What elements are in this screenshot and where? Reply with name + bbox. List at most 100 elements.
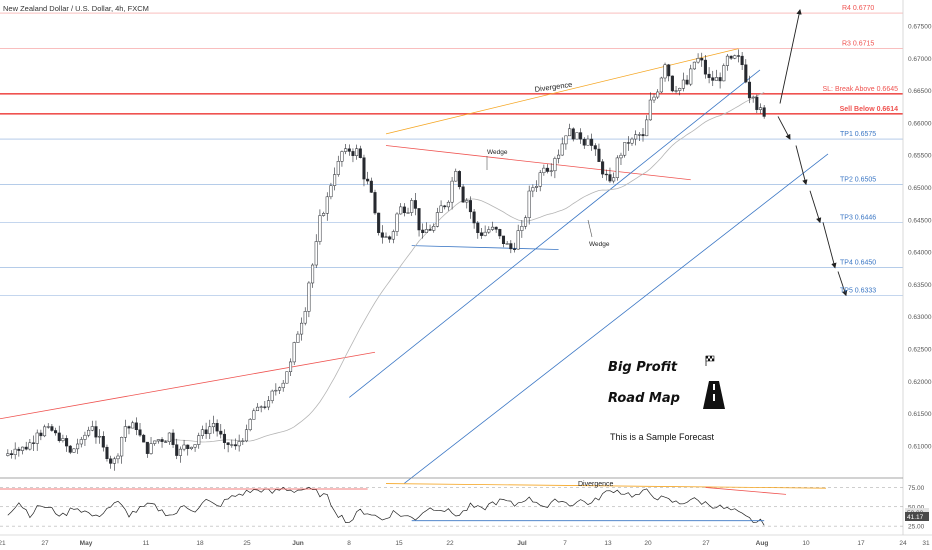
candle-body: [131, 422, 135, 429]
candle-body: [54, 430, 58, 434]
candle-body: [377, 212, 381, 233]
candle-body: [167, 432, 171, 442]
level-label-tp5: TP5 0.6333: [840, 287, 876, 294]
candle-body: [24, 446, 28, 450]
candle-body: [700, 58, 704, 61]
candle-body: [457, 171, 461, 188]
candle-body: [663, 64, 667, 79]
candle-body: [512, 248, 517, 250]
candle-body: [443, 205, 447, 208]
candle-body: [670, 75, 674, 92]
candle-body: [531, 187, 535, 192]
candle-body: [362, 157, 366, 180]
candle-body: [17, 448, 21, 451]
candle-body: [604, 173, 608, 176]
candle-body: [241, 440, 245, 442]
candle-body: [79, 439, 83, 445]
candle-body: [674, 90, 678, 92]
candle-body: [28, 442, 32, 450]
candle-body: [736, 55, 740, 57]
candle-body: [725, 55, 729, 66]
candle-body: [369, 180, 373, 193]
candle-body: [314, 241, 318, 266]
candle-body: [413, 200, 417, 209]
time-tick-label: 25: [243, 540, 251, 547]
candle-body: [156, 439, 160, 442]
candle-body: [534, 186, 539, 188]
candle-body: [219, 430, 223, 435]
candle-body: [402, 206, 406, 214]
candle-body: [641, 134, 645, 137]
resistance-trendline-early: [0, 351, 376, 420]
rsi-divergence-line: [385, 483, 827, 489]
candle-body: [678, 88, 682, 91]
candle-body: [421, 229, 425, 233]
candle-body: [145, 441, 149, 454]
candle-body: [233, 444, 238, 447]
time-axis: 21 27 May 11 18 25 Jun 8 15 22 Jul 7 13 20 27 Aug 10 17 24…: [0, 540, 930, 547]
candle-body: [266, 400, 271, 408]
candle-body: [762, 107, 766, 117]
rsi-axis: 75.00 50.00 25.00: [908, 485, 925, 531]
time-tick-label: 27: [702, 540, 710, 547]
candle-body: [722, 65, 726, 82]
level-label-r4: R4 0.6770: [842, 5, 874, 12]
time-tick-label: 7: [563, 540, 567, 547]
candle-body: [410, 200, 414, 213]
candle-body: [32, 442, 36, 444]
candle-body: [366, 178, 370, 182]
time-tick-label: 27: [41, 540, 49, 547]
candle-body: [432, 226, 436, 231]
candle-body: [43, 426, 47, 437]
candle-body: [355, 148, 359, 156]
candle-body: [65, 438, 69, 447]
candle-body: [490, 226, 495, 230]
level-label-tp2: TP2 0.6505: [840, 176, 876, 183]
candle-body: [399, 206, 403, 215]
wedge-label-top: Wedge: [487, 149, 508, 156]
candle-body: [461, 186, 465, 203]
sma-line: [154, 92, 765, 443]
candle-body: [435, 212, 439, 227]
level-label-tp1: TP1 0.6575: [840, 131, 876, 138]
candle-body: [472, 211, 476, 224]
candle-body: [685, 79, 689, 85]
time-tick-label: 11: [143, 540, 150, 547]
wedge-label-bottom: Wedge: [589, 241, 610, 248]
candle-body: [153, 440, 157, 444]
candle-body: [733, 55, 737, 59]
candle-body: [612, 177, 616, 182]
candle-body: [652, 96, 656, 101]
candle-body: [740, 55, 744, 66]
candle-body: [87, 429, 91, 436]
time-tick-label: May: [80, 540, 93, 547]
candle-body: [101, 436, 105, 448]
candle-body: [296, 333, 300, 343]
sample-forecast-text: This is a Sample Forecast: [610, 432, 715, 442]
candle-body: [571, 128, 575, 140]
candle-body: [123, 426, 127, 438]
price-tick-label: 0.64000: [908, 250, 932, 257]
price-tick-label: 0.61500: [908, 411, 932, 418]
candle-body: [336, 161, 340, 175]
candle-body: [450, 180, 454, 203]
candle-body: [248, 419, 252, 430]
candle-body: [755, 96, 759, 110]
rsi-line: [7, 486, 765, 526]
candle-body: [289, 361, 293, 372]
candle-body: [300, 322, 304, 335]
candle-body: [388, 236, 392, 240]
lower-channel-line: [404, 153, 829, 484]
candle-body: [263, 406, 267, 408]
candle-body: [560, 143, 564, 156]
candle-body: [94, 426, 98, 438]
forecast-arrow: [837, 271, 848, 297]
candle-body: [568, 128, 572, 137]
candle-body: [446, 201, 450, 208]
candle-body: [373, 192, 377, 214]
road-icon: [703, 381, 725, 409]
time-tick-label: 21: [0, 540, 6, 547]
candle-body: [164, 441, 168, 443]
